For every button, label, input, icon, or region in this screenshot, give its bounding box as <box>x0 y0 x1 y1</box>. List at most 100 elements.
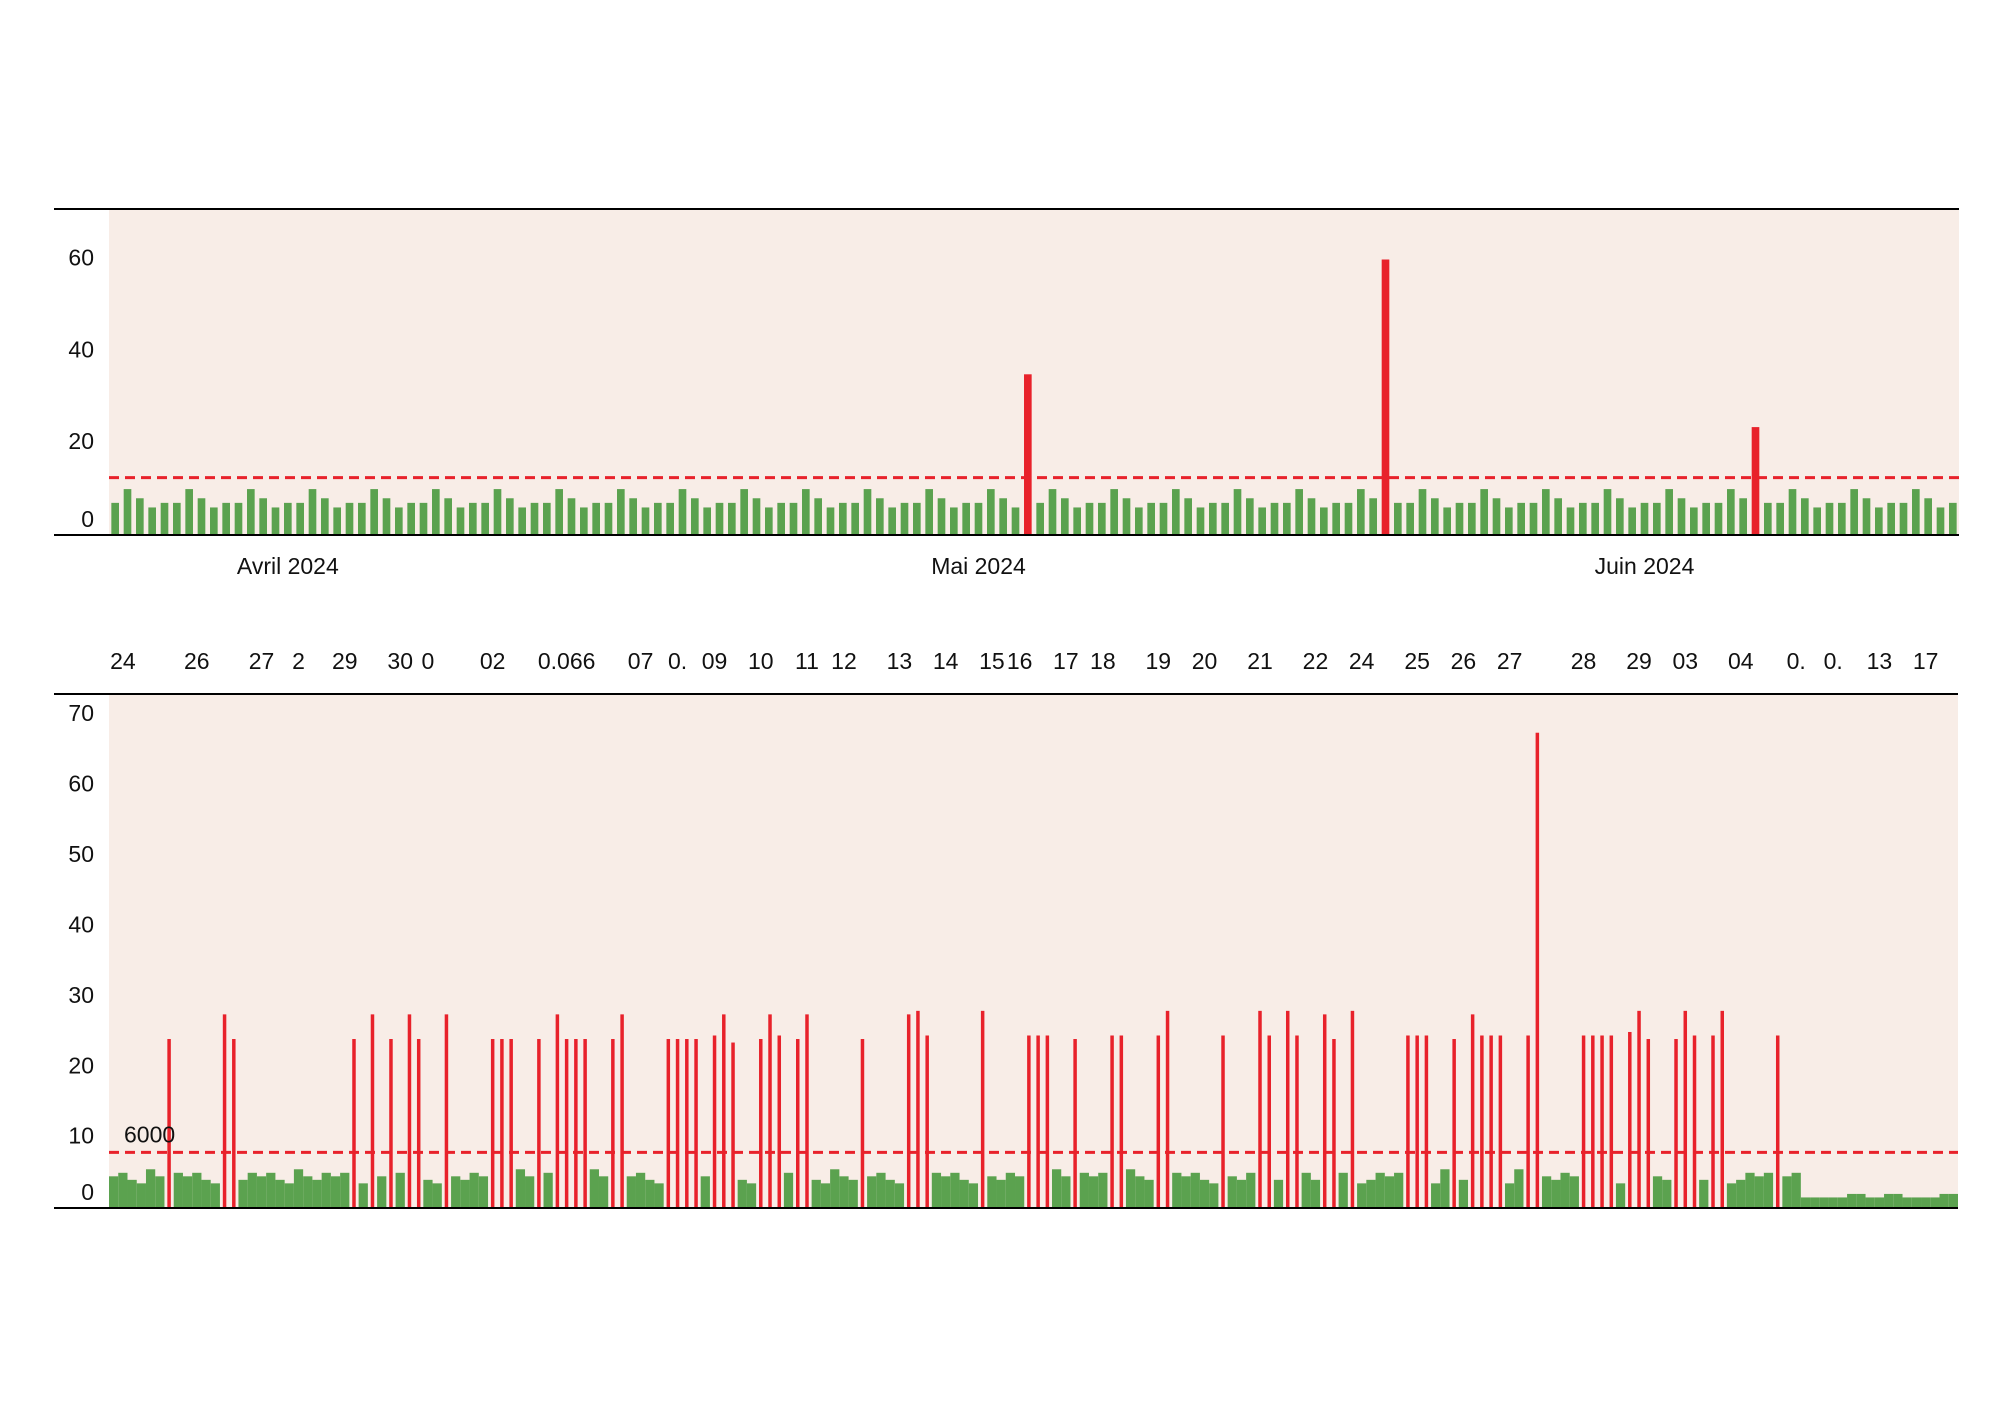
spike-bar <box>759 1039 763 1208</box>
bar <box>1480 489 1488 535</box>
bar <box>811 1179 821 1208</box>
bar <box>974 502 983 535</box>
bar <box>777 502 785 535</box>
bar <box>1369 498 1377 535</box>
bar <box>1159 502 1168 535</box>
bar <box>377 1176 387 1208</box>
bar <box>1258 507 1266 535</box>
x-tick-label: Mai 2024 <box>931 553 1026 579</box>
spike-bar <box>731 1042 735 1208</box>
bar <box>913 502 921 535</box>
y-tick-label: 40 <box>68 911 94 937</box>
bar <box>395 1172 405 1208</box>
bar <box>1366 1179 1376 1208</box>
spike-bar <box>500 1039 504 1208</box>
spike-bar <box>1322 1014 1327 1208</box>
x-tick-label: 22 <box>1303 648 1329 674</box>
bar <box>308 489 317 535</box>
bar <box>1125 1169 1136 1208</box>
bar <box>1921 1197 1931 1208</box>
bar <box>234 502 243 535</box>
spike-bar <box>574 1039 578 1208</box>
bar <box>1875 507 1883 535</box>
x-tick-label: 26 <box>1451 648 1477 674</box>
bar <box>950 507 958 535</box>
bar <box>1073 507 1081 535</box>
bar <box>1492 498 1501 535</box>
spike-bar <box>768 1014 772 1208</box>
bar <box>247 1172 257 1208</box>
bar <box>1856 1193 1866 1208</box>
bar <box>1813 507 1821 535</box>
bar <box>1246 1172 1256 1208</box>
spike-bar <box>1600 1035 1604 1208</box>
bar <box>1850 489 1858 535</box>
bar <box>876 498 884 535</box>
x-tick-label: 04 <box>1728 648 1754 674</box>
bar <box>1739 498 1747 535</box>
bar <box>1911 1197 1922 1208</box>
bar <box>432 1183 442 1208</box>
bar <box>968 1183 979 1208</box>
bar <box>691 498 699 535</box>
bar <box>1122 498 1131 535</box>
spike-bar <box>1110 1035 1114 1208</box>
bar <box>182 1176 193 1208</box>
bar <box>740 489 748 535</box>
bar <box>1144 1179 1154 1208</box>
bar <box>1893 1193 1903 1208</box>
bar <box>830 1169 840 1208</box>
x-tick-label: 2 <box>292 648 305 674</box>
bar <box>1048 489 1057 535</box>
spike-bar <box>796 1039 800 1208</box>
bar <box>1782 1176 1792 1208</box>
bar <box>210 507 218 535</box>
bar <box>1828 1197 1838 1208</box>
spike-bar <box>1489 1035 1493 1208</box>
bar <box>1079 1172 1089 1208</box>
bar <box>1172 489 1180 535</box>
bar <box>1652 1176 1663 1208</box>
bar <box>1939 1193 1949 1208</box>
bar <box>931 1172 942 1208</box>
spike-bar <box>1581 1035 1586 1208</box>
bar <box>1615 1183 1626 1208</box>
bar <box>654 1183 664 1208</box>
bar <box>1307 498 1316 535</box>
bar <box>987 1176 997 1208</box>
bar <box>160 502 169 535</box>
bar <box>478 1176 489 1208</box>
bar <box>333 507 341 535</box>
bar <box>460 1179 470 1208</box>
bar <box>1061 498 1069 535</box>
x-tick-label: 21 <box>1247 648 1273 674</box>
bar <box>580 507 588 535</box>
spike-bar <box>1350 1010 1355 1208</box>
bar <box>340 1172 350 1208</box>
spike-bar <box>490 1039 495 1208</box>
y-tick-label: 20 <box>68 1052 94 1078</box>
y-tick-label: 60 <box>68 771 94 797</box>
spike-bar <box>1415 1035 1419 1208</box>
bar <box>1936 507 1945 535</box>
bar <box>1051 1169 1062 1208</box>
bar <box>1838 502 1846 535</box>
bar <box>666 502 674 535</box>
spike-bar <box>1720 1010 1725 1208</box>
bar <box>395 507 403 535</box>
bar <box>451 1176 461 1208</box>
spike-bar <box>694 1039 698 1208</box>
bar <box>127 1179 137 1208</box>
bar <box>1332 502 1340 535</box>
spike-bar <box>555 1014 560 1208</box>
bar <box>1440 1169 1450 1208</box>
bar <box>1310 1179 1321 1208</box>
spike-bar <box>1591 1035 1595 1208</box>
bar <box>820 1183 831 1208</box>
bar <box>1899 502 1908 535</box>
bar <box>635 1172 646 1208</box>
bar <box>469 1172 479 1208</box>
bar <box>330 1176 341 1208</box>
spike-bar <box>916 1010 920 1208</box>
x-tick-label: 27 <box>249 648 275 674</box>
